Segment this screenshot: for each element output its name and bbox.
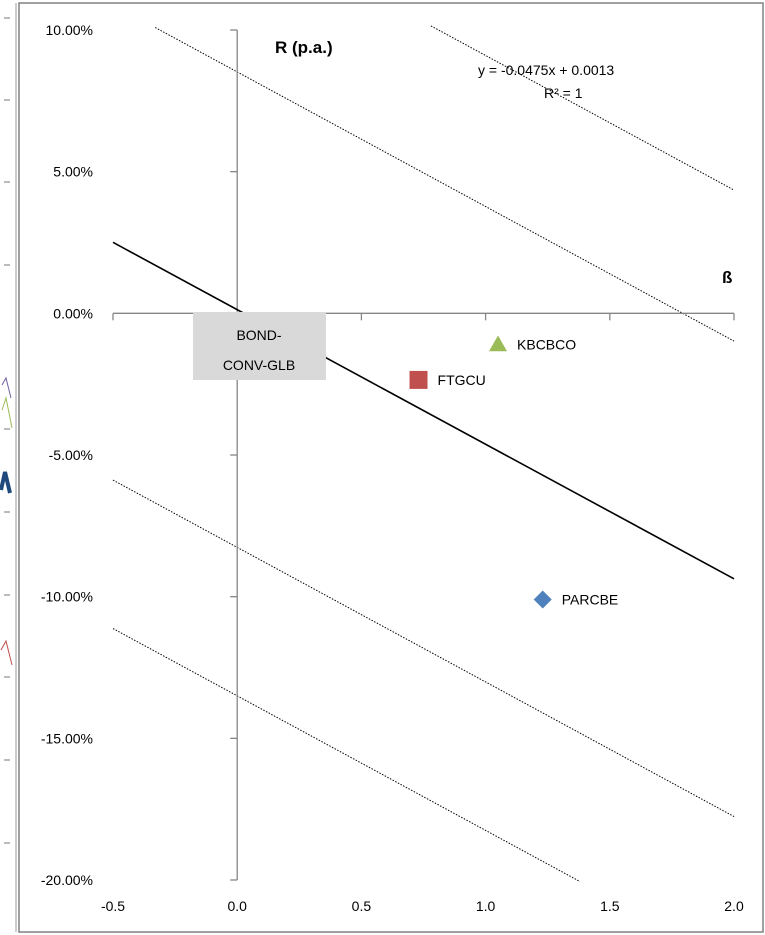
y-axis-title: R (p.a.)	[275, 38, 333, 57]
band-line-3	[112, 479, 735, 817]
origin-label-box	[193, 312, 326, 380]
origin-label-line1: BOND-	[236, 327, 281, 343]
trendline	[112, 241, 735, 580]
data-points: KBCBCO FTGCU PARCBE	[409, 335, 619, 609]
y-tick-label: -20.00%	[41, 872, 93, 888]
y-tick-label: -10.00%	[41, 589, 93, 605]
y-tick-label: -15.00%	[41, 730, 93, 746]
trendline-r-squared: R² = 1	[544, 85, 583, 101]
point-parcbe-marker	[533, 590, 552, 609]
band-lines	[112, 25, 735, 882]
origin-box-layer: BOND- CONV-GLB	[193, 312, 326, 380]
x-axis-title: ß	[722, 268, 732, 287]
axes: -0.5 0.0 0.5 1.0 1.5 2.0 10.00% 5.00% 0.00% -5.00…	[41, 22, 744, 914]
x-tick-label: 0.0	[227, 898, 247, 914]
x-tick-label: 1.5	[600, 898, 620, 914]
x-tick-label: 2.0	[724, 898, 744, 914]
band-line-2	[430, 25, 735, 191]
point-kbcbco-label: KBCBCO	[517, 337, 576, 353]
trendline-layer	[112, 241, 735, 580]
y-tick-label: 0.00%	[53, 305, 93, 321]
point-ftgcu-label: FTGCU	[438, 372, 486, 388]
chart-frame	[18, 2, 764, 933]
x-tick-label: 1.0	[476, 898, 496, 914]
band-line-1	[154, 27, 735, 342]
x-tick-label: -0.5	[101, 898, 125, 914]
point-ftgcu-marker	[409, 370, 428, 389]
y-tick-label: -5.00%	[49, 447, 93, 463]
x-tick-label: 0.5	[352, 898, 372, 914]
left-edge-artifacts	[0, 17, 13, 844]
y-tick-label: 5.00%	[53, 164, 93, 180]
origin-label-line2: CONV-GLB	[223, 357, 295, 373]
point-kbcbco-marker	[489, 335, 508, 352]
y-tick-label: 10.00%	[46, 22, 93, 38]
trendline-equation: y = -0.0475x + 0.0013	[478, 62, 614, 78]
band-line-4	[112, 628, 581, 882]
point-parcbe-label: PARCBE	[562, 592, 619, 608]
